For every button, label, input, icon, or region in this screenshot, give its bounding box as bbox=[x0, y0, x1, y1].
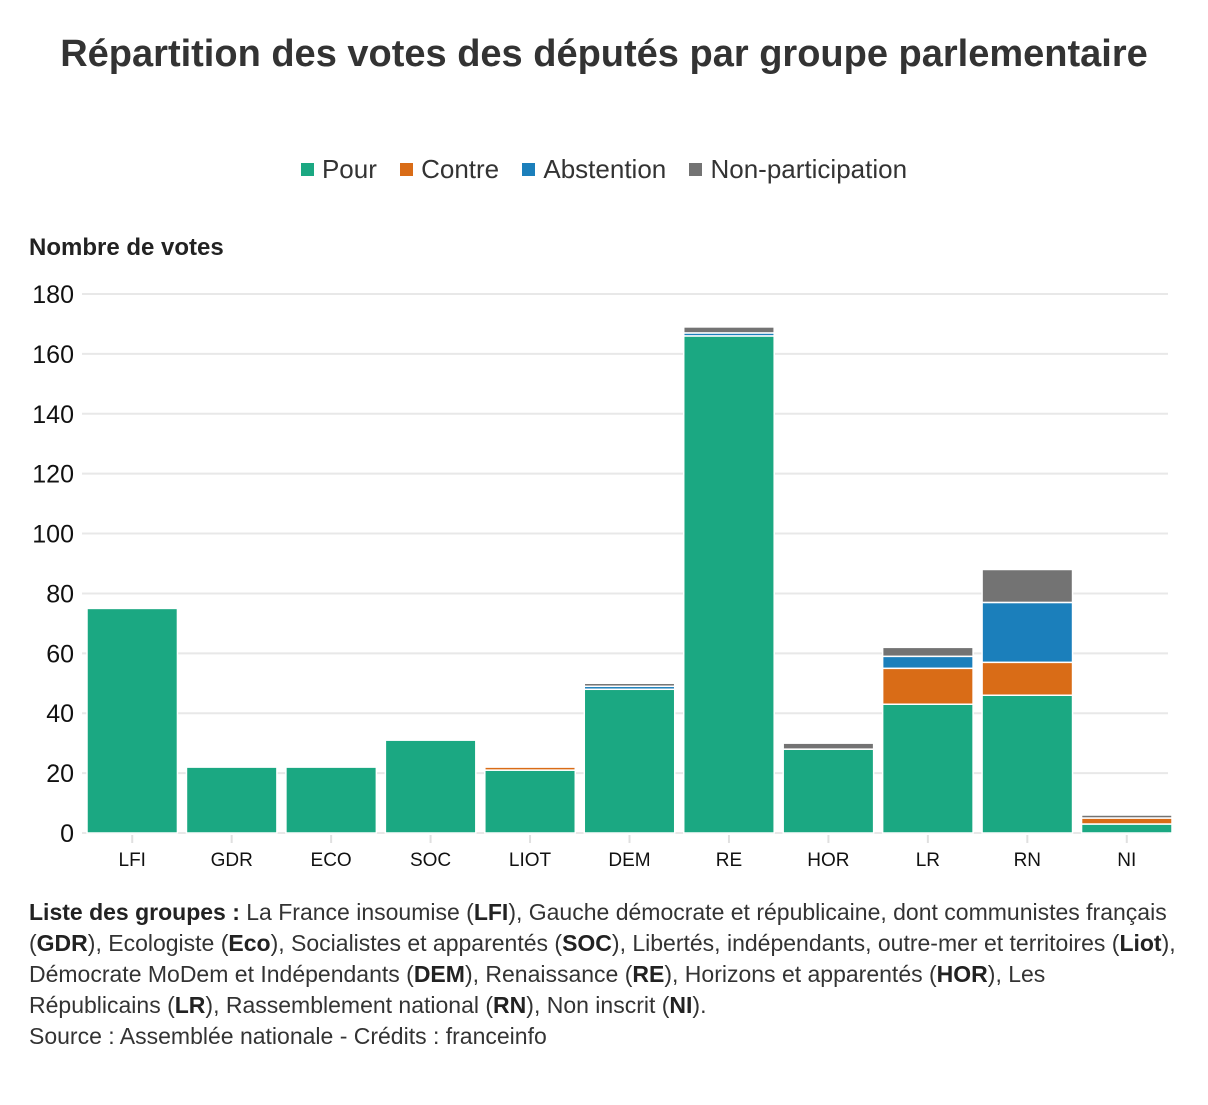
bar-segment-eco-pour bbox=[285, 766, 378, 834]
legend-label: Non-participation bbox=[710, 154, 908, 184]
bar-segment-lr-non-participation bbox=[881, 646, 974, 658]
group-abbreviation: SOC bbox=[562, 930, 612, 956]
group-text: La France insoumise ( bbox=[239, 899, 474, 925]
y-tick-label: 120 bbox=[32, 461, 74, 489]
group-abbreviation: Eco bbox=[228, 930, 271, 956]
legend-swatch-icon bbox=[522, 163, 536, 176]
group-text: ), Ecologiste ( bbox=[87, 930, 229, 956]
bar-segment-hor-pour bbox=[782, 748, 875, 834]
bar-segment-ni-non-participation bbox=[1080, 814, 1173, 819]
x-tick-label: LIOT bbox=[509, 850, 552, 871]
x-tick-label: GDR bbox=[211, 850, 253, 871]
y-tick-label: 180 bbox=[32, 281, 74, 309]
group-text: ), Renaissance ( bbox=[464, 961, 633, 987]
legend-item-pour[interactable]: Pour bbox=[300, 154, 377, 185]
x-tick-label: LFI bbox=[119, 850, 146, 871]
bar-segment-soc-pour bbox=[384, 739, 477, 834]
bar-segment-dem-pour bbox=[583, 688, 676, 834]
bar-segment-ni-pour bbox=[1080, 823, 1173, 834]
group-abbreviation: HOR bbox=[936, 961, 988, 987]
group-text: ), Libertés, indépendants, outre-mer et … bbox=[611, 930, 1120, 956]
x-tick-label: NI bbox=[1117, 850, 1136, 871]
legend-item-non-participation[interactable]: Non-participation bbox=[689, 154, 907, 185]
y-tick-label: 0 bbox=[60, 820, 74, 848]
legend-label: Abstention bbox=[543, 154, 667, 184]
group-abbreviation: LR bbox=[174, 992, 206, 1018]
group-abbreviation: Liot bbox=[1119, 930, 1162, 956]
y-tick-label: 100 bbox=[32, 521, 74, 549]
bar-segment-lr-contre bbox=[881, 667, 974, 705]
x-tick-label: DEM bbox=[608, 850, 650, 871]
group-text: ), Socialistes et apparentés ( bbox=[270, 930, 563, 956]
bar-segment-rn-non-participation bbox=[981, 568, 1074, 604]
group-abbreviation: DEM bbox=[413, 961, 465, 987]
group-text: ), Rassemblement national ( bbox=[205, 992, 494, 1018]
bar-chart: 0 20 40 60 80 100 120 140 160 180 LFI GDR ECO SOC LIOT… bbox=[32, 281, 1173, 871]
bar-segment-lr-abstention bbox=[881, 655, 974, 670]
bar-segment-rn-pour bbox=[981, 694, 1074, 834]
bar-segment-rn-abstention bbox=[981, 601, 1074, 664]
legend-swatch-icon bbox=[300, 163, 314, 176]
bar-segment-liot-contre bbox=[484, 766, 577, 771]
y-tick-label: 160 bbox=[32, 341, 74, 369]
group-text: ), Gauche démocrate et républicaine, don… bbox=[29, 899, 1167, 956]
y-tick-label: 140 bbox=[32, 401, 74, 429]
group-abbreviation: NI bbox=[669, 992, 693, 1018]
group-text: ), Démocrate MoDem et Indépendants ( bbox=[29, 930, 1176, 987]
group-text: ). bbox=[692, 992, 707, 1018]
y-tick-label: 20 bbox=[46, 760, 74, 788]
bar-segment-lfi-pour bbox=[86, 607, 179, 834]
group-abbreviation: GDR bbox=[36, 930, 88, 956]
legend-label: Pour bbox=[321, 154, 377, 184]
group-abbreviation: LFI bbox=[473, 899, 509, 925]
bar-segment-re-pour bbox=[682, 335, 775, 834]
group-text: ), Non inscrit ( bbox=[526, 992, 670, 1018]
legend-swatch-icon bbox=[400, 163, 414, 176]
bar-segment-gdr-pour bbox=[185, 766, 278, 834]
x-tick-label: RE bbox=[716, 850, 742, 871]
legend-item-abstention[interactable]: Abstention bbox=[522, 154, 666, 185]
x-tick-label: LR bbox=[916, 850, 940, 871]
legend-swatch-icon bbox=[689, 163, 703, 176]
bar-segment-hor-non-participation bbox=[782, 742, 875, 750]
groups-description: La France insoumise (LFI), Gauche démocr… bbox=[29, 899, 1176, 1018]
x-tick-label: RN bbox=[1014, 850, 1041, 871]
legend: Pour Contre Abstention Non-participation bbox=[0, 152, 1208, 185]
bar-segment-liot-pour bbox=[484, 769, 577, 834]
groups-heading: Liste des groupes : bbox=[29, 899, 240, 925]
y-axis-label: Nombre de votes bbox=[29, 234, 224, 261]
bar-segment-dem-non-participation bbox=[583, 682, 676, 688]
groups-list: Liste des groupes : La France insoumise … bbox=[29, 897, 1179, 1021]
group-abbreviation: RE bbox=[632, 961, 665, 987]
chart-title: Répartition des votes des députés par gr… bbox=[60, 33, 1148, 75]
x-tick-label: HOR bbox=[807, 850, 849, 871]
group-text: ), Horizons et apparentés ( bbox=[664, 961, 937, 987]
bar-segment-lr-pour bbox=[881, 703, 974, 834]
notes: Liste des groupes : La France insoumise … bbox=[29, 897, 1179, 1052]
source-credits: Source : Assemblée nationale - Crédits :… bbox=[29, 1023, 547, 1049]
bar-segment-re-non-participation bbox=[682, 326, 775, 334]
x-tick-label: SOC bbox=[410, 850, 451, 871]
legend-item-contre[interactable]: Contre bbox=[400, 154, 499, 185]
y-tick-label: 40 bbox=[46, 700, 74, 728]
group-text: ), Les Républicains ( bbox=[29, 961, 1046, 1018]
group-abbreviation: RN bbox=[493, 992, 527, 1018]
x-tick-label: ECO bbox=[311, 850, 352, 871]
legend-label: Contre bbox=[421, 154, 500, 184]
y-tick-label: 60 bbox=[46, 640, 74, 668]
y-tick-label: 80 bbox=[46, 580, 74, 608]
bar-segment-rn-contre bbox=[981, 661, 1074, 697]
bar-segment-ni-contre bbox=[1080, 817, 1173, 825]
